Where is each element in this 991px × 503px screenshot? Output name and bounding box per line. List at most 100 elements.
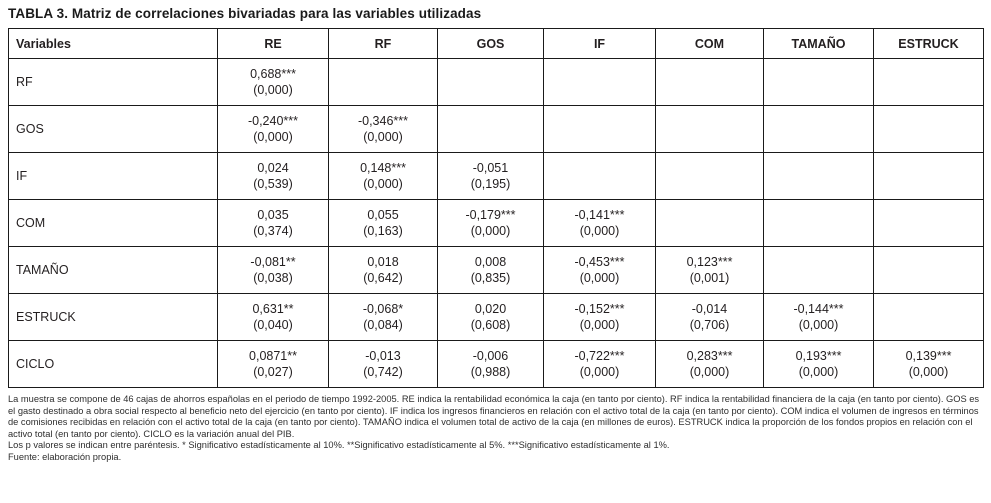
correlation-cell	[763, 105, 874, 153]
p-value: (0,742)	[363, 365, 403, 379]
p-value: (0,000)	[470, 224, 511, 238]
correlation-value: 0,631**	[252, 301, 294, 316]
column-header-gos: GOS	[437, 28, 544, 59]
row-label: GOS	[8, 105, 218, 153]
correlation-value: -0,152***	[574, 301, 625, 316]
correlation-value: -0,006	[472, 348, 509, 363]
correlation-value: -0,179***	[465, 207, 516, 222]
row-label: CICLO	[8, 340, 218, 388]
correlation-value: -0,346***	[357, 113, 409, 128]
p-value: (0,642)	[363, 271, 403, 285]
table-row: CICLO 0,0871** (0,027) -0,013 (0,742) -0,006 (…	[8, 340, 984, 388]
correlation-cell: -0,722*** (0,000)	[543, 340, 656, 388]
column-header-com: COM	[655, 28, 764, 59]
correlation-value: -0,081**	[250, 254, 296, 269]
correlation-cell: -0,240*** (0,000)	[217, 105, 329, 153]
correlation-table: Variables RE RF GOS IF COM TAMAÑO ESTRUCK RF 0,6…	[8, 28, 984, 388]
p-value: (0,988)	[470, 365, 511, 379]
correlation-cell	[655, 105, 764, 153]
table-row: COM 0,035 (0,374) 0,055 (0,163) -0,179*** (0,0…	[8, 199, 984, 247]
correlation-cell	[763, 199, 874, 247]
p-value: (0,539)	[253, 177, 293, 191]
p-value: (0,000)	[253, 130, 293, 144]
p-value: (0,000)	[908, 365, 949, 379]
correlation-value: 0,018	[367, 254, 399, 269]
p-value: (0,195)	[470, 177, 511, 191]
p-value: (0,038)	[253, 271, 293, 285]
correlation-cell	[655, 58, 764, 106]
correlation-value: 0,055	[367, 207, 399, 222]
column-header-tamaño: TAMAÑO	[763, 28, 874, 59]
correlation-cell: 0,020 (0,608)	[437, 293, 544, 341]
correlation-value: 0,024	[257, 160, 289, 175]
correlation-value: 0,020	[474, 301, 507, 316]
table-row: ESTRUCK 0,631** (0,040) -0,068* (0,084) 0,020…	[8, 293, 984, 341]
p-value: (0,040)	[253, 318, 293, 332]
correlation-cell: -0,013 (0,742)	[328, 340, 438, 388]
correlation-value: 0,193***	[795, 348, 842, 363]
correlation-cell: 0,008 (0,835)	[437, 246, 544, 294]
p-value: (0,163)	[363, 224, 403, 238]
row-label: IF	[8, 152, 218, 200]
p-value: (0,027)	[253, 365, 293, 379]
p-value: (0,000)	[798, 365, 839, 379]
p-value: (0,706)	[689, 318, 730, 332]
correlation-value: 0,123***	[686, 254, 733, 269]
correlation-cell: 0,139*** (0,000)	[873, 340, 984, 388]
correlation-value: 0,0871**	[249, 348, 297, 363]
correlation-value: -0,051	[472, 160, 509, 175]
column-header-estruck: ESTRUCK	[873, 28, 984, 59]
correlation-value: -0,144***	[793, 301, 844, 316]
correlation-cell: 0,148*** (0,000)	[328, 152, 438, 200]
footnote-pvalues-note: Los p valores se indican entre paréntesi…	[8, 440, 670, 451]
correlation-value: 0,688***	[250, 66, 296, 81]
column-header-rf: RF	[328, 28, 438, 59]
row-label: ESTRUCK	[8, 293, 218, 341]
row-label: RF	[8, 58, 218, 106]
correlation-cell: -0,152*** (0,000)	[543, 293, 656, 341]
p-value: (0,000)	[689, 365, 730, 379]
p-value: (0,000)	[579, 318, 620, 332]
correlation-cell: -0,006 (0,988)	[437, 340, 544, 388]
table-row: IF 0,024 (0,539) 0,148*** (0,000) -0,051 (0,19…	[8, 152, 984, 200]
correlation-cell: -0,081** (0,038)	[217, 246, 329, 294]
table-title: TABLA 3. Matriz de correlaciones bivaria…	[8, 6, 482, 21]
correlation-cell: -0,346*** (0,000)	[328, 105, 438, 153]
correlation-value: 0,139***	[905, 348, 952, 363]
correlation-cell: 0,0871** (0,027)	[217, 340, 329, 388]
correlation-value: -0,013	[365, 348, 401, 363]
correlation-cell	[328, 58, 438, 106]
correlation-value: -0,453***	[574, 254, 625, 269]
correlation-cell: 0,024 (0,539)	[217, 152, 329, 200]
correlation-cell	[543, 152, 656, 200]
correlation-cell	[543, 105, 656, 153]
column-header-re: RE	[217, 28, 329, 59]
row-label: TAMAÑO	[8, 246, 218, 294]
correlation-cell: 0,688*** (0,000)	[217, 58, 329, 106]
correlation-cell	[655, 199, 764, 247]
correlation-value: 0,008	[474, 254, 507, 269]
p-value: (0,000)	[579, 224, 620, 238]
correlation-cell: 0,283*** (0,000)	[655, 340, 764, 388]
p-value: (0,000)	[579, 365, 620, 379]
correlation-value: -0,068*	[362, 301, 404, 316]
correlation-cell	[543, 58, 656, 106]
correlation-cell: 0,055 (0,163)	[328, 199, 438, 247]
footnote-source: Fuente: elaboración propia.	[8, 451, 122, 462]
correlation-cell: 0,035 (0,374)	[217, 199, 329, 247]
correlation-cell	[655, 152, 764, 200]
correlation-cell: -0,051 (0,195)	[437, 152, 544, 200]
correlation-value: -0,240***	[247, 113, 299, 128]
correlation-cell: 0,631** (0,040)	[217, 293, 329, 341]
correlation-cell	[873, 293, 984, 341]
correlation-value: 0,283***	[686, 348, 733, 363]
correlation-cell	[763, 152, 874, 200]
p-value: (0,000)	[579, 271, 620, 285]
footnote-description: La muestra se compone de 46 cajas de aho…	[8, 394, 980, 439]
correlation-cell: -0,144*** (0,000)	[763, 293, 874, 341]
p-value: (0,000)	[253, 83, 293, 97]
p-value: (0,001)	[689, 271, 730, 285]
p-value: (0,835)	[470, 271, 511, 285]
correlation-cell	[873, 152, 984, 200]
